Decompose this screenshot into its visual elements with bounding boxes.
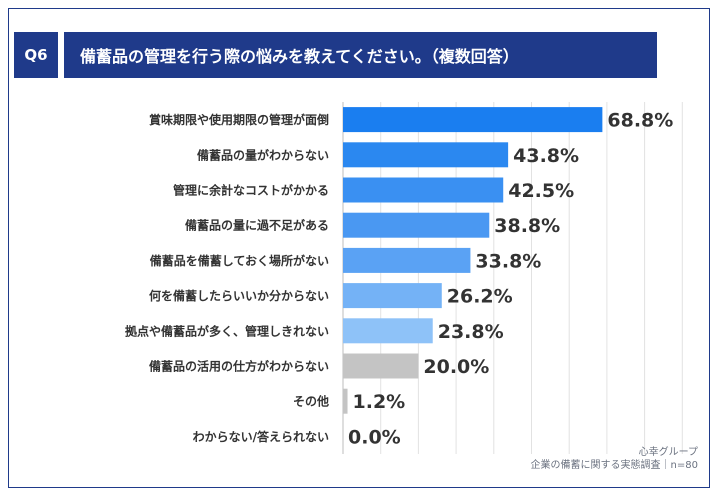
data-label: 38.8%: [494, 215, 560, 237]
survey-label: 企業の備蓄に関する実態調査｜n=80: [530, 460, 698, 471]
category-label: 何を備蓄したらいいか分からない: [149, 288, 329, 303]
data-label: 1.2%: [353, 391, 406, 413]
data-label: 68.8%: [607, 110, 673, 132]
bar: [343, 353, 419, 379]
bar: [343, 212, 490, 238]
chart-footer: 心幸グループ 企業の備蓄に関する実態調査｜n=80: [531, 446, 698, 472]
data-label: 0.0%: [348, 426, 401, 448]
question-title: 備蓄品の管理を行う際の悩みを教えてください。（複数回答）: [64, 32, 657, 78]
category-label: 備蓄品を備蓄しておく場所がない: [150, 253, 329, 268]
category-label: 備蓄品の量がわからない: [197, 147, 329, 162]
data-label: 33.8%: [475, 250, 541, 272]
source-label: 心幸グループ: [638, 447, 698, 458]
category-label: 備蓄品の活用の仕方がわからない: [149, 359, 329, 374]
data-label: 26.2%: [447, 286, 513, 308]
category-label: 拠点や備蓄品が多く、管理しきれない: [125, 323, 329, 338]
category-label: わからない/答えられない: [193, 429, 329, 444]
bar: [343, 388, 348, 414]
bar: [343, 142, 509, 168]
data-label: 23.8%: [438, 321, 504, 343]
bar: [343, 177, 504, 203]
data-label: 43.8%: [513, 145, 579, 167]
data-label: 42.5%: [508, 180, 574, 202]
question-badge: Q6: [14, 32, 58, 78]
category-label: 賞味期限や使用期限の管理が面倒: [149, 112, 329, 127]
bar: [343, 107, 603, 133]
category-label: その他: [293, 394, 329, 409]
data-label: 20.0%: [423, 356, 489, 378]
bar: [343, 247, 471, 273]
category-label: 管理に余計なコストがかかる: [173, 183, 329, 198]
bar: [343, 318, 433, 344]
category-label: 備蓄品の量に過不足がある: [185, 218, 329, 233]
bar: [343, 283, 442, 309]
